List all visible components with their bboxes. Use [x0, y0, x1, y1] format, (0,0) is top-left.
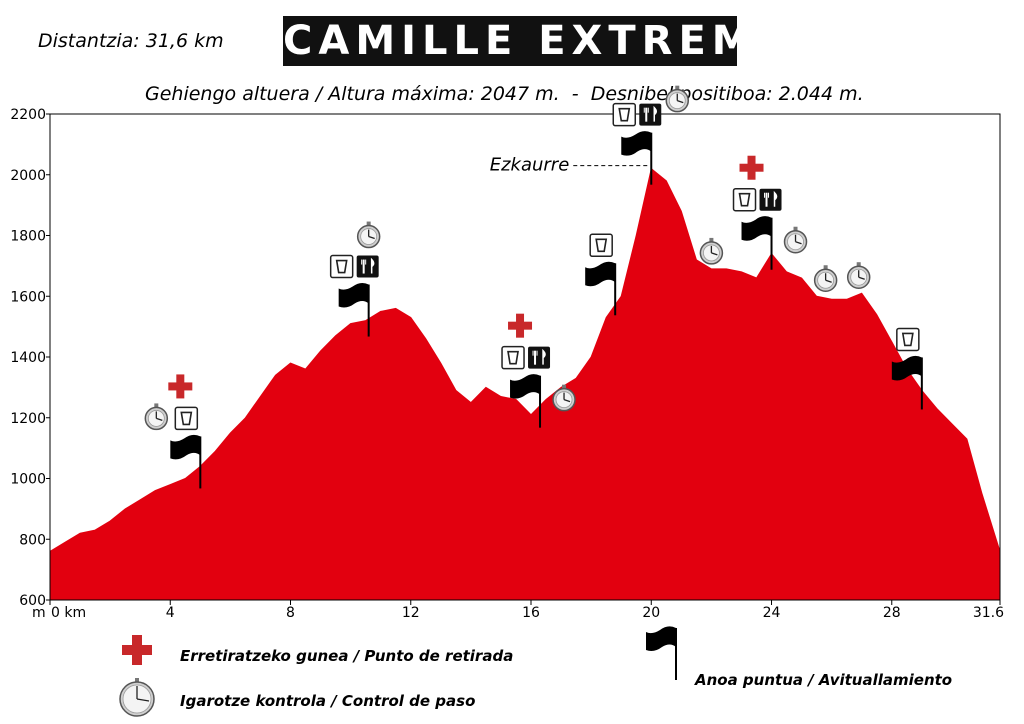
stopwatch-icon — [699, 237, 724, 265]
stopwatch-icon — [813, 265, 838, 292]
flag-icon — [338, 282, 370, 337]
cross-icon — [739, 155, 764, 180]
stopwatch-icon — [665, 85, 690, 113]
course-marker — [585, 233, 617, 316]
flag-icon — [891, 355, 923, 410]
stopwatch-icon — [552, 384, 576, 412]
stopwatch-icon — [144, 403, 169, 431]
x-tick-label: 31.6 — [973, 605, 1004, 621]
cutlery-icon — [528, 346, 551, 369]
x-unit-label: m — [32, 605, 46, 621]
y-tick-label: 1000 — [10, 472, 46, 488]
y-tick-label: 1200 — [10, 411, 46, 427]
x-tick-label: 12 — [402, 605, 420, 621]
axes: 600 800 1000 1200 1400 1600 1800 2000 2200 m 0 km 4… — [10, 107, 1004, 621]
legend-aid-label: Anoa puntua / Avituallamiento — [695, 671, 953, 689]
annotation-label: Ezkaurre — [490, 155, 570, 176]
course-marker — [144, 374, 202, 489]
course-marker — [891, 327, 923, 410]
flag-icon — [646, 626, 677, 680]
x-tick-label: 0 km — [51, 605, 86, 621]
course-marker — [813, 265, 838, 292]
flag-icon — [621, 131, 653, 185]
cutlery-icon — [759, 188, 782, 211]
cup-icon — [896, 327, 920, 352]
chart-subtitle: Gehiengo altuera / Altura máxima: 2047 m… — [145, 83, 864, 105]
x-tick-label: 4 — [166, 605, 175, 621]
course-marker — [732, 155, 808, 270]
y-tick-label: 1400 — [10, 350, 46, 366]
y-tick-label: 2200 — [10, 107, 46, 123]
course-marker — [501, 313, 576, 428]
course-marker — [699, 237, 724, 265]
course-marker — [846, 262, 871, 289]
x-tick-label: 8 — [286, 605, 295, 621]
course-marker — [612, 85, 690, 185]
y-tick-label: 1600 — [10, 289, 46, 305]
y-tick-label: 2000 — [10, 168, 46, 184]
cup-icon — [589, 233, 613, 258]
cup-icon — [501, 345, 525, 370]
cross-icon — [122, 635, 152, 665]
cutlery-icon — [356, 255, 379, 278]
cutlery-icon — [639, 103, 662, 126]
legend-control-label: Igarotze kontrola / Control de paso — [180, 692, 476, 710]
course-marker — [329, 221, 381, 337]
y-tick-label: 1800 — [10, 229, 46, 245]
cup-icon — [732, 187, 757, 212]
stopwatch-icon — [356, 221, 381, 249]
legend — [119, 626, 677, 717]
flag-icon — [170, 434, 202, 489]
x-tick-label: 28 — [883, 605, 901, 621]
flag-icon — [585, 261, 617, 316]
marker-layer: Ezkaurre — [144, 85, 923, 489]
cup-icon — [329, 254, 354, 279]
distance-label: Distantzia: 31,6 km — [38, 30, 224, 52]
stopwatch-icon — [846, 262, 871, 289]
x-tick-label: 24 — [763, 605, 781, 621]
stopwatch-icon — [119, 678, 155, 717]
cross-icon — [168, 374, 193, 399]
stopwatch-icon — [783, 226, 808, 254]
cross-icon — [508, 313, 533, 338]
flag-icon — [741, 216, 773, 270]
cup-icon — [174, 406, 199, 431]
flag-icon — [510, 374, 542, 428]
x-tick-label: 20 — [642, 605, 660, 621]
legend-withdrawal-label: Erretiratzeko gunea / Punto de retirada — [180, 647, 514, 665]
cup-icon — [612, 102, 637, 127]
y-tick-label: 600 — [19, 593, 46, 609]
y-tick-label: 800 — [19, 532, 46, 548]
x-tick-label: 16 — [522, 605, 540, 621]
